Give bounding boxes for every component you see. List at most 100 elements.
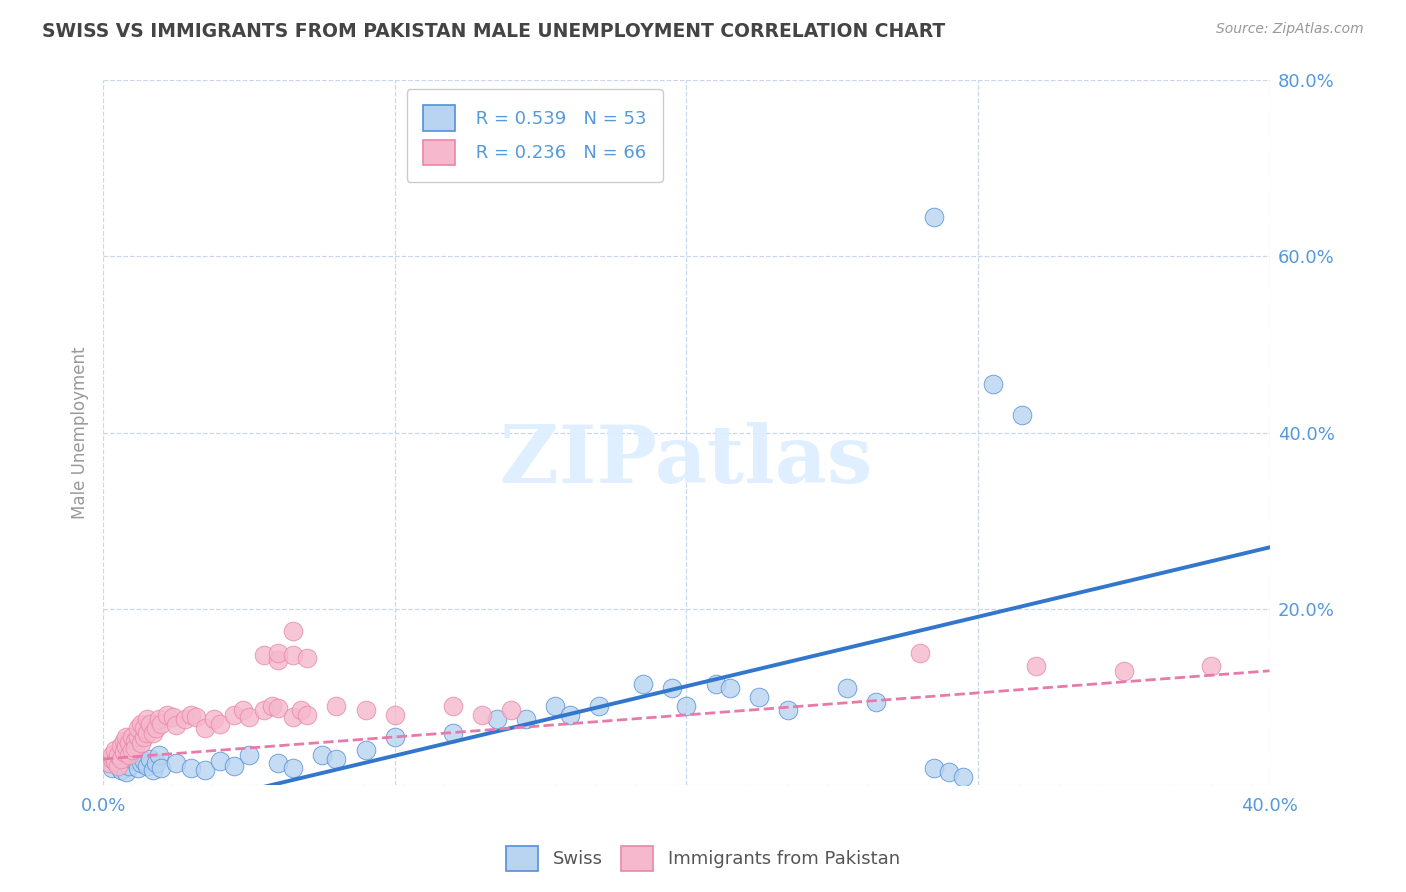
Point (101, 747, 124, 762)
Point (150, 716, 173, 731)
Point (121, 743, 143, 757)
Point (588, 699, 610, 714)
Point (148, 747, 170, 762)
Point (778, 704, 800, 718)
Point (908, 646, 931, 660)
Point (922, 761, 945, 775)
Point (354, 743, 377, 757)
Point (922, 210, 945, 224)
Point (135, 712, 157, 726)
Point (281, 761, 304, 775)
Point (127, 761, 149, 775)
Point (145, 756, 167, 771)
Point (173, 712, 195, 726)
Point (224, 707, 246, 722)
Point (112, 754, 135, 768)
Point (704, 677, 727, 691)
Legend:  R = 0.539   N = 53,  R = 0.236   N = 66: R = 0.539 N = 53, R = 0.236 N = 66 (406, 89, 662, 182)
Point (110, 739, 132, 753)
Point (110, 763, 132, 777)
Point (112, 734, 135, 748)
Point (156, 707, 179, 722)
Point (238, 747, 260, 762)
Point (135, 725, 157, 739)
Point (165, 756, 187, 771)
Point (297, 707, 319, 722)
Point (142, 763, 165, 777)
Point (101, 752, 124, 766)
Point (267, 646, 290, 660)
Point (124, 747, 146, 762)
Point (952, 770, 974, 784)
Text: SWISS VS IMMIGRANTS FROM PAKISTAN MALE UNEMPLOYMENT CORRELATION CHART: SWISS VS IMMIGRANTS FROM PAKISTAN MALE U… (42, 22, 945, 41)
Point (97, 756, 120, 771)
Point (165, 718, 187, 732)
Point (112, 745, 135, 759)
Text: ZIPatlas: ZIPatlas (501, 422, 873, 500)
Point (661, 681, 683, 696)
Point (107, 747, 129, 762)
Point (107, 759, 129, 773)
Point (865, 695, 887, 709)
Point (224, 759, 246, 773)
Point (748, 690, 770, 705)
Point (150, 761, 173, 775)
Point (180, 707, 202, 722)
Point (325, 699, 347, 714)
Point (515, 712, 537, 726)
Point (238, 709, 260, 723)
Point (675, 699, 697, 714)
Point (441, 699, 464, 714)
Point (631, 677, 654, 691)
Point (101, 761, 124, 775)
Point (127, 730, 149, 744)
Point (485, 712, 508, 726)
Point (1011, 408, 1033, 422)
Point (1112, 664, 1135, 678)
Point (938, 765, 960, 780)
Point (281, 624, 304, 639)
Point (104, 752, 127, 766)
Point (325, 752, 347, 766)
Point (139, 716, 162, 731)
Point (135, 759, 157, 773)
Point (162, 709, 184, 723)
Point (267, 756, 290, 771)
Point (115, 739, 138, 753)
Point (252, 648, 274, 662)
Point (118, 747, 141, 762)
Point (104, 743, 127, 757)
Point (441, 725, 464, 739)
Point (290, 704, 312, 718)
Point (129, 736, 152, 750)
Point (110, 752, 132, 766)
Point (384, 707, 406, 722)
Point (104, 754, 127, 768)
Point (297, 650, 319, 665)
Point (124, 741, 146, 756)
Point (262, 699, 284, 714)
Point (311, 747, 333, 762)
Point (202, 712, 225, 726)
Point (107, 756, 129, 771)
Point (115, 765, 138, 780)
Text: Source: ZipAtlas.com: Source: ZipAtlas.com (1216, 22, 1364, 37)
Point (115, 730, 138, 744)
Point (1199, 659, 1222, 673)
Point (267, 701, 290, 715)
Point (558, 707, 581, 722)
Point (180, 761, 202, 775)
Point (129, 716, 152, 731)
Point (718, 681, 741, 696)
Point (121, 752, 143, 766)
Point (194, 721, 217, 735)
Point (129, 756, 152, 771)
Point (148, 712, 170, 726)
Point (118, 736, 141, 750)
Point (501, 704, 523, 718)
Legend: Swiss, Immigrants from Pakistan: Swiss, Immigrants from Pakistan (499, 838, 907, 879)
Point (281, 709, 304, 723)
Point (145, 721, 167, 735)
Point (208, 716, 231, 731)
Point (252, 704, 274, 718)
